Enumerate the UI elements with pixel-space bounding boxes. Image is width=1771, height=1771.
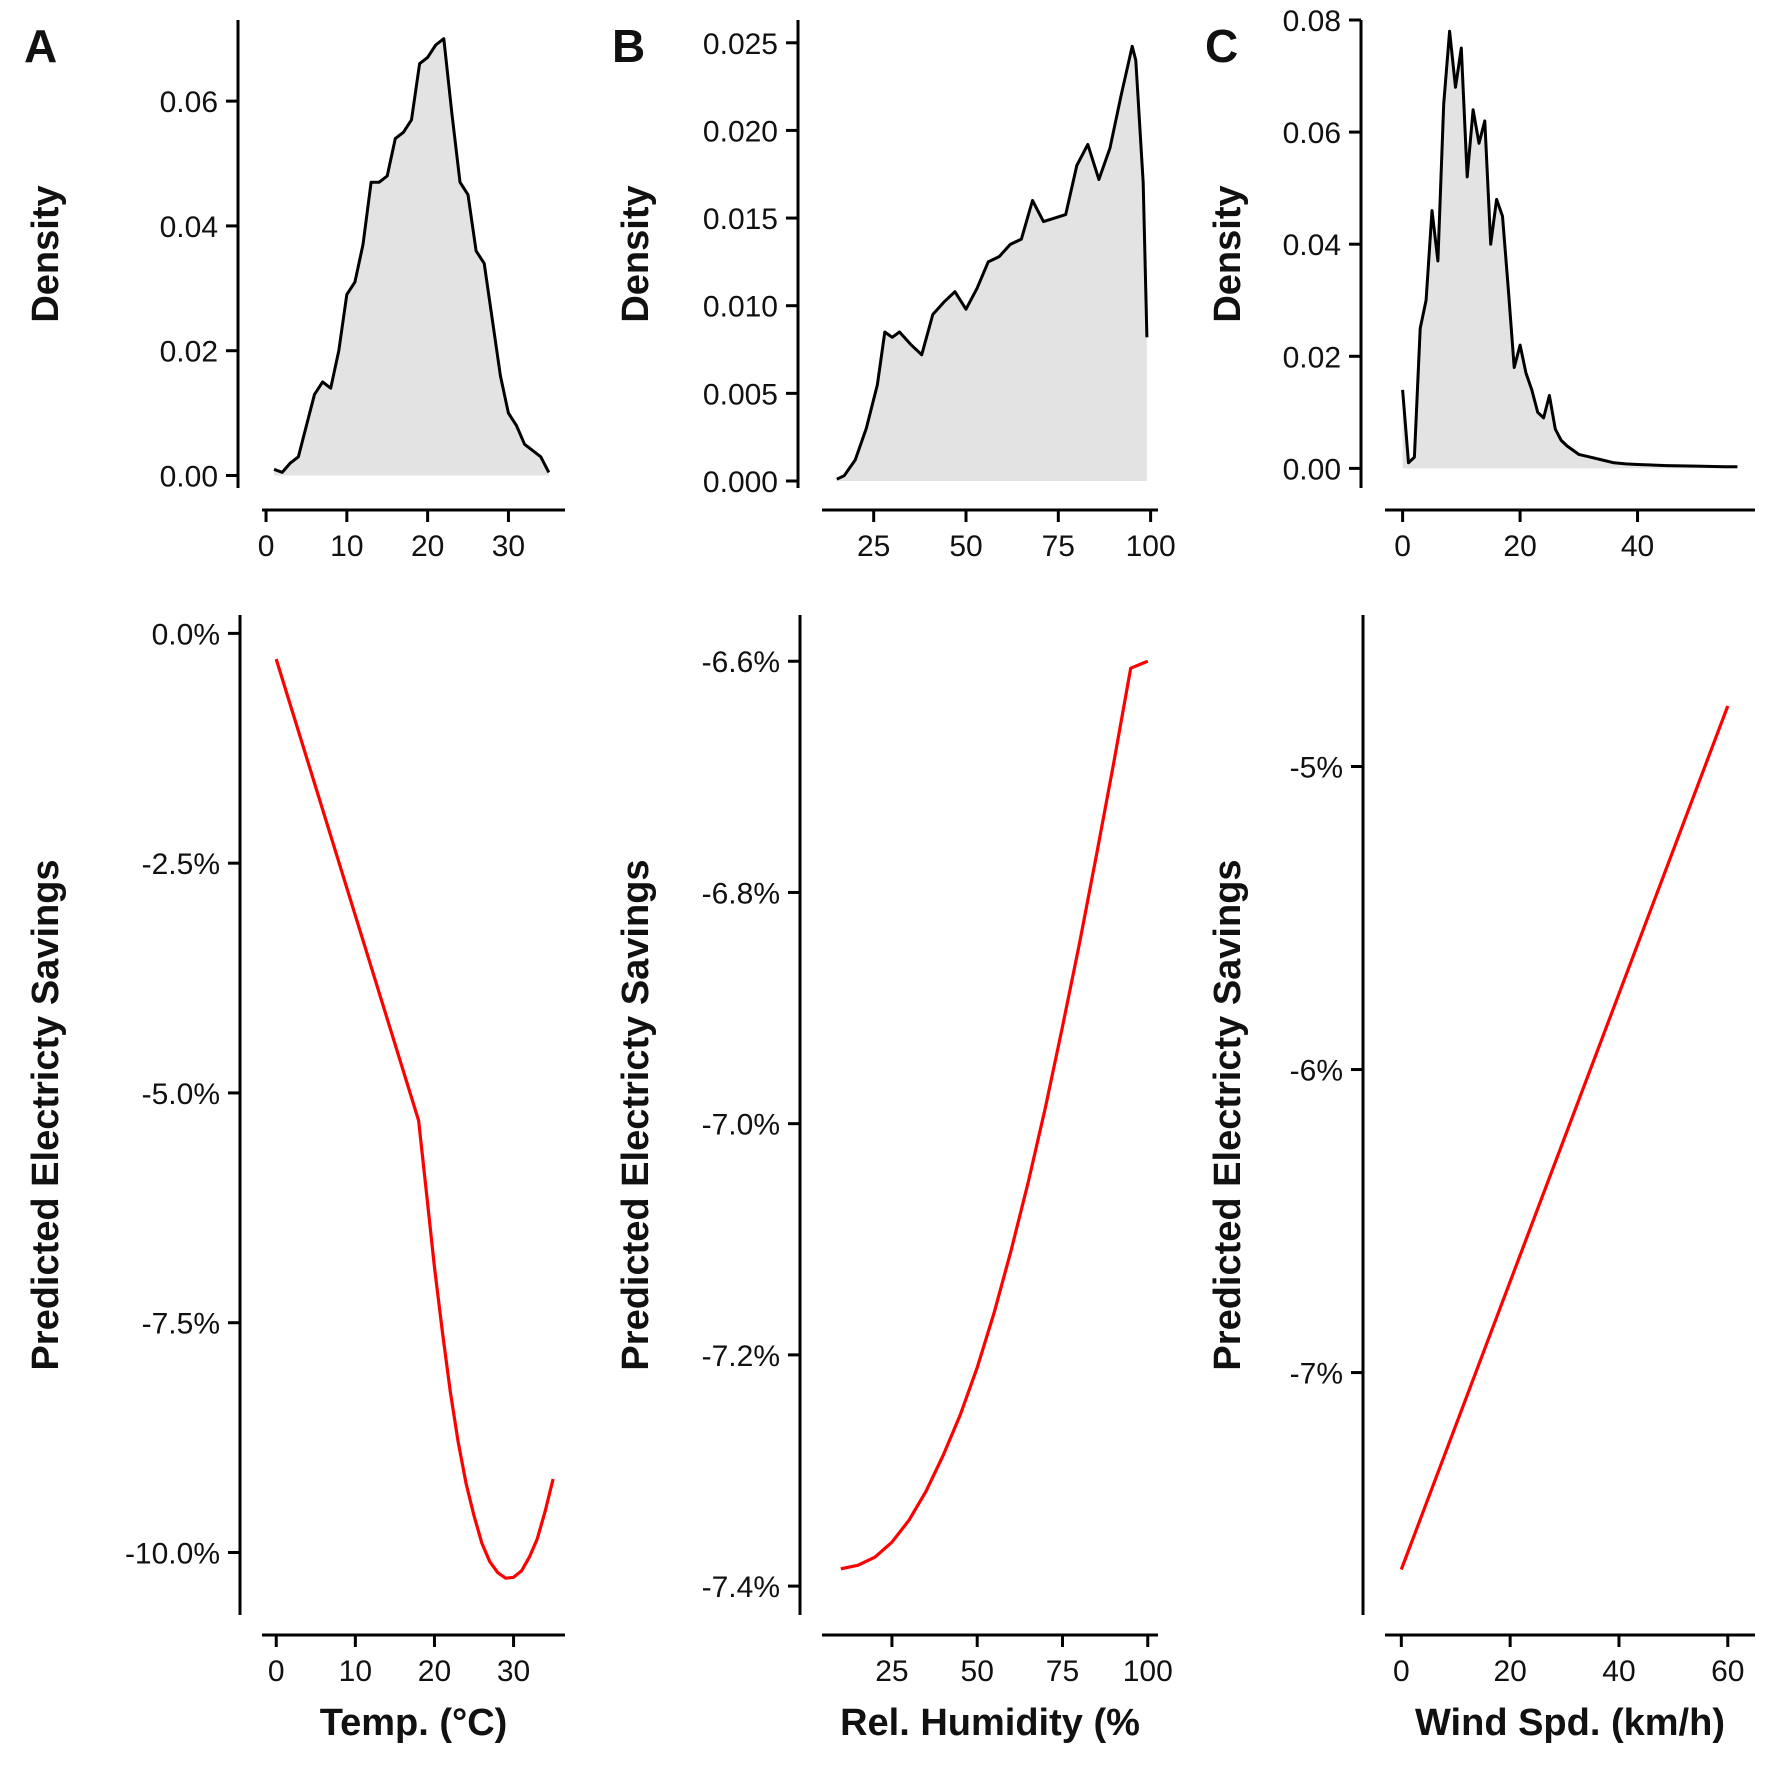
y-tick-label: 0.04 <box>160 211 218 244</box>
x-tick-label: 25 <box>875 1655 908 1688</box>
y-tick-label: 0.00 <box>160 461 218 494</box>
x-tick-label: 0 <box>268 1655 285 1688</box>
y-tick-label: 0.020 <box>703 115 778 148</box>
panel-letter-c: C <box>1205 20 1238 72</box>
x-tick-label: 60 <box>1711 1655 1744 1688</box>
y-axis-title: Predicted Electricty Savings <box>615 859 657 1370</box>
density-fill <box>836 46 1147 482</box>
y-tick-label: 0.015 <box>703 203 778 236</box>
x-tick-label: 20 <box>1493 1655 1526 1688</box>
y-tick-label: -6.8% <box>702 877 780 910</box>
plot-panels: 0.000.020.040.060 10 20 30Density0.0000.005… <box>25 5 1755 1744</box>
panel-letter-b: B <box>612 20 645 72</box>
x-tick-label: 40 <box>1621 530 1654 563</box>
y-tick-label: -6.6% <box>702 646 780 679</box>
x-tick-label: 0 <box>258 530 275 563</box>
x-tick-label: 10 <box>339 1655 372 1688</box>
y-tick-label: 0.02 <box>160 336 218 369</box>
x-tick-label: 25 <box>857 530 890 563</box>
y-tick-label: 0.06 <box>160 86 218 119</box>
y-tick-label: 0.000 <box>703 466 778 499</box>
x-axis-title: Rel. Humidity (% <box>840 1702 1140 1744</box>
density-curve <box>273 37 551 474</box>
y-tick-label: 0.00 <box>1283 453 1341 486</box>
y-tick-label: 0.04 <box>1283 229 1341 262</box>
density-fill <box>274 38 549 476</box>
prediction-curve <box>840 659 1149 1571</box>
x-tick-label: 20 <box>411 530 444 563</box>
y-tick-label: 0.08 <box>1283 5 1341 38</box>
x-tick-label: 75 <box>1046 1655 1079 1688</box>
y-axis-title: Predicted Electricty Savings <box>1207 859 1249 1370</box>
x-axis-title: Temp. (°C) <box>320 1702 508 1744</box>
x-tick-label: 20 <box>418 1655 451 1688</box>
x-tick-label: 50 <box>961 1655 994 1688</box>
y-axis-title: Density <box>1207 185 1249 322</box>
density-curve <box>1401 29 1738 469</box>
y-tick-label: -7.5% <box>142 1308 220 1341</box>
panel-letter-a: A <box>24 20 57 72</box>
density-fill <box>1402 31 1738 469</box>
x-tick-label: 0 <box>1394 530 1411 563</box>
x-tick-label: 40 <box>1602 1655 1635 1688</box>
x-tick-label: 10 <box>330 530 363 563</box>
x-tick-label: 30 <box>492 530 525 563</box>
y-tick-label: -2.5% <box>142 848 220 881</box>
x-tick-label: 100 <box>1123 1655 1173 1688</box>
y-tick-label: 0.02 <box>1283 341 1341 374</box>
x-tick-label: 20 <box>1503 530 1536 563</box>
y-tick-label: -5.0% <box>142 1078 220 1111</box>
prediction-curve <box>1399 705 1730 1571</box>
y-tick-label: -10.0% <box>125 1538 220 1571</box>
panel-c-line: -5% -6% -7% 0 20 40 60 Predicted Electricty Sav… <box>1207 615 1755 1744</box>
y-tick-label: -7.0% <box>702 1109 780 1142</box>
x-tick-label: 0 <box>1393 1655 1410 1688</box>
y-axis-title: Predicted Electricty Savings <box>25 859 67 1370</box>
panel-c-area: 0.00 0.02 0.04 0.06 0.08 0 20 40 Density <box>1207 5 1755 563</box>
x-tick-label: 30 <box>497 1655 530 1688</box>
panel-a-area: 0.00 0.02 0.04 0.06 0 10 20 30 Density <box>25 20 565 563</box>
x-axis-title: Wind Spd. (km/h) <box>1415 1702 1725 1744</box>
panel-a-line: 0.0% -2.5% -5.0% -7.5% -10.0% 0 10 20 30 Predicte… <box>25 615 565 1744</box>
y-tick-label: -6% <box>1290 1055 1343 1088</box>
prediction-curve <box>274 658 555 1580</box>
y-tick-label: 0.0% <box>152 618 220 651</box>
x-tick-label: 100 <box>1126 530 1176 563</box>
y-tick-label: -7.4% <box>702 1571 780 1604</box>
y-tick-label: -7% <box>1290 1358 1343 1391</box>
y-tick-label: -5% <box>1290 752 1343 785</box>
y-tick-label: 0.025 <box>703 28 778 61</box>
x-tick-label: 50 <box>949 530 982 563</box>
panel-b-area: 0.000 0.005 0.010 0.015 0.020 0.025 25 50 75 100 D… <box>615 20 1176 563</box>
y-tick-label: -7.2% <box>702 1340 780 1373</box>
x-tick-label: 75 <box>1042 530 1075 563</box>
y-tick-label: 0.06 <box>1283 117 1341 150</box>
y-tick-label: 0.010 <box>703 291 778 324</box>
panel-b-line: -6.6% -6.8% -7.0% -7.2% -7.4% 25 50 75 100 Predic… <box>615 615 1173 1744</box>
density-curve <box>836 44 1149 481</box>
y-axis-title: Density <box>25 185 67 322</box>
y-axis-title: Density <box>615 185 657 322</box>
y-tick-label: 0.005 <box>703 378 778 411</box>
